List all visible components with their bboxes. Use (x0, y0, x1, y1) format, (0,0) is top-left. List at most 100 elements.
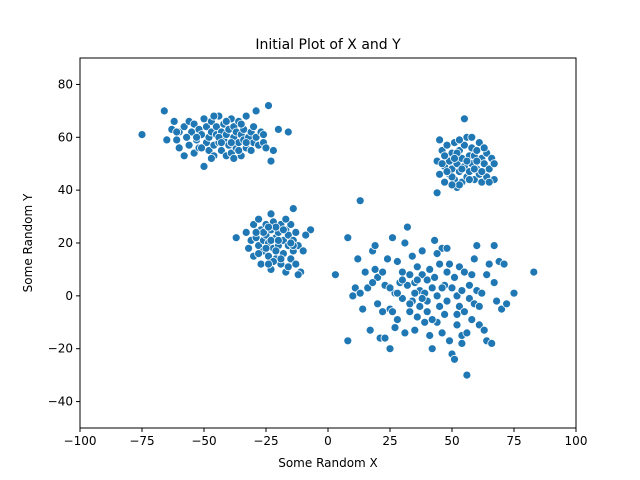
data-point (249, 122, 259, 132)
data-point (159, 106, 169, 116)
data-point (435, 301, 445, 311)
data-point (422, 307, 432, 317)
data-point (298, 246, 308, 256)
data-point (442, 167, 452, 177)
data-point (477, 167, 487, 177)
data-point (497, 304, 507, 314)
data-point (216, 138, 226, 148)
x-axis-label: Some Random X (278, 456, 378, 470)
x-tick-label: −100 (64, 434, 97, 448)
data-point (454, 301, 464, 311)
data-point (283, 127, 293, 137)
data-point (286, 238, 296, 248)
data-point (467, 270, 477, 280)
data-point (264, 101, 273, 110)
data-point (412, 262, 422, 272)
data-point (241, 227, 251, 237)
data-point (271, 246, 281, 256)
data-point (206, 153, 216, 163)
data-point (229, 153, 239, 163)
data-point (412, 275, 422, 285)
data-point (256, 259, 266, 269)
data-point (454, 262, 464, 272)
data-point (368, 278, 378, 288)
data-point (236, 119, 246, 129)
data-point (464, 280, 474, 290)
data-point (251, 106, 261, 116)
data-point (437, 283, 447, 293)
data-point (137, 130, 147, 140)
data-point (179, 151, 189, 161)
y-tick-label: 60 (58, 130, 73, 144)
data-point (529, 267, 539, 277)
data-point (472, 241, 482, 251)
x-tick-label: 100 (565, 434, 588, 448)
data-point (283, 262, 293, 272)
chart-title: Initial Plot of X and Y (255, 37, 401, 53)
data-point (467, 315, 477, 325)
data-point (464, 175, 474, 185)
data-point (226, 138, 236, 148)
data-point (472, 156, 482, 166)
y-tick-label: −20 (48, 342, 73, 356)
data-point (467, 132, 477, 142)
data-point (435, 259, 445, 269)
data-point (474, 301, 484, 311)
data-point (499, 259, 509, 269)
data-point (266, 156, 276, 166)
data-point (487, 338, 497, 348)
data-point (254, 249, 264, 259)
data-point (502, 299, 512, 309)
data-point (192, 132, 202, 142)
data-point (479, 143, 489, 153)
data-point (412, 312, 422, 322)
x-tick-label: −75 (129, 434, 154, 448)
data-point (427, 283, 437, 293)
data-point (462, 328, 472, 338)
data-point (459, 114, 469, 124)
data-point (388, 233, 397, 243)
data-point (353, 254, 363, 264)
data-point (442, 243, 452, 253)
data-point (447, 283, 457, 293)
data-point (358, 304, 368, 314)
data-points (137, 101, 539, 380)
data-point (457, 286, 467, 296)
data-point (405, 299, 415, 309)
data-point (264, 259, 273, 269)
x-tick-label: −25 (253, 434, 278, 448)
data-point (162, 135, 172, 145)
data-point (417, 294, 427, 303)
data-point (397, 294, 407, 303)
data-point (400, 328, 410, 338)
data-point (385, 344, 395, 354)
data-point (380, 333, 390, 343)
data-point (390, 323, 400, 333)
data-point (400, 238, 410, 248)
data-point (459, 267, 469, 277)
data-point (288, 204, 298, 214)
data-point (266, 235, 276, 245)
data-point (182, 132, 192, 142)
data-point (427, 315, 437, 325)
data-point (427, 344, 437, 354)
data-point (462, 156, 472, 166)
data-point (392, 288, 402, 298)
data-point (301, 230, 311, 240)
data-point (261, 243, 271, 253)
data-point (278, 225, 288, 235)
x-tick-label: 50 (444, 434, 459, 448)
data-point (425, 264, 435, 274)
data-point (442, 267, 452, 277)
data-point (184, 140, 194, 150)
data-point (264, 222, 273, 232)
data-point (430, 235, 440, 245)
data-point (435, 135, 445, 145)
data-point (385, 283, 395, 293)
data-point (457, 164, 467, 174)
data-point (405, 307, 415, 317)
data-point (370, 264, 380, 274)
data-point (281, 214, 291, 224)
data-point (360, 267, 370, 277)
data-point (174, 143, 184, 153)
